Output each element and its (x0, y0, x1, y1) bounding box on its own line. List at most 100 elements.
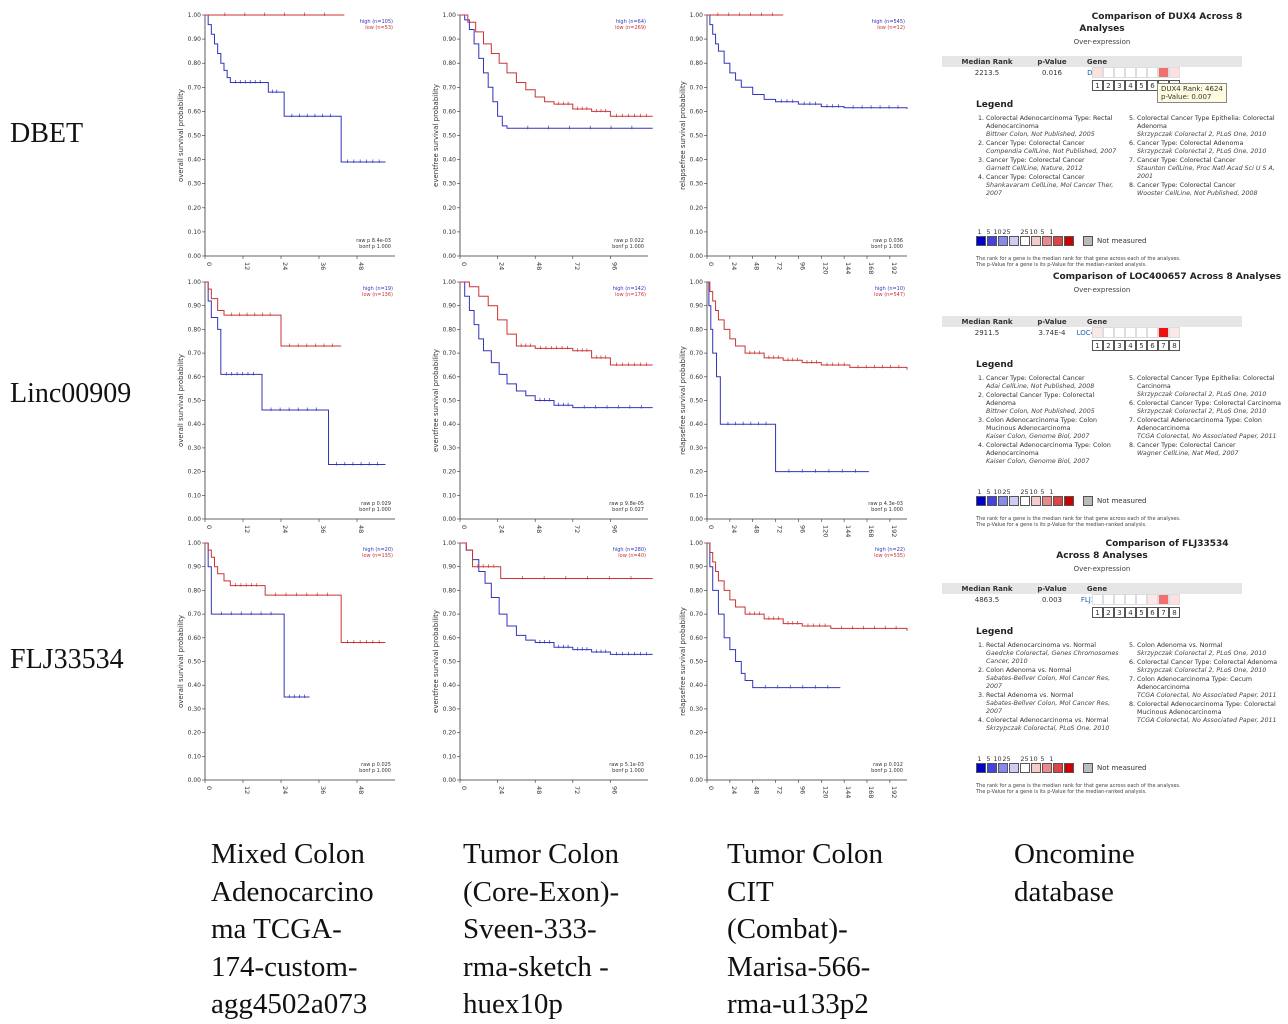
x-tick-label: 72 (573, 262, 581, 270)
scale-swatch (1009, 496, 1019, 506)
legend-item-type: Cancer Type: Colorectal Cancer (986, 174, 1085, 181)
header-gene: Gene (1086, 317, 1108, 326)
x-tick-label: 24 (281, 262, 289, 270)
x-tick-label: 144 (844, 262, 852, 274)
median-rank-value: 4863.5 (974, 596, 1000, 604)
y-tick-label: 0.10 (690, 753, 704, 760)
legend-item: Cancer Type: Colorectal CancerShankavara… (986, 174, 1126, 198)
y-tick-label: 0.40 (188, 421, 202, 428)
y-tick-label: 0.70 (690, 84, 704, 91)
scale-swatch (1020, 236, 1030, 246)
plot-area: 0.00 0.10 0.20 0.30 0.40 0.50 0.60 0.70 0.80 0.90… (177, 12, 395, 270)
x-tick-label: 12 (243, 525, 251, 533)
curve-high (205, 281, 386, 465)
x-tick-label: 96 (798, 262, 806, 270)
curve-low (707, 542, 908, 631)
curve-low (707, 281, 908, 370)
tooltip-rank: DUX4 Rank: 4624 (1161, 85, 1223, 93)
legend-item: Colon Adenocarcinoma Type: Cecum Adenoca… (1137, 676, 1285, 700)
plot-area: 0.00 0.10 0.20 0.30 0.40 0.50 0.60 0.70 0.80 0.90… (177, 279, 395, 533)
km-panel-p33: 0.00 0.10 0.20 0.30 0.40 0.50 0.60 0.70 0.80 0.90… (677, 535, 922, 807)
x-tick-label: 72 (573, 786, 581, 794)
y-tick-label: 0.70 (188, 84, 202, 91)
x-tick-label: 0 (460, 786, 468, 790)
legend-item-source: Compendia CellLine, Not Published, 2007 (986, 148, 1117, 155)
y-axis-label: overall survival probability (177, 89, 185, 182)
median-rank-value: 2911.5 (974, 329, 1000, 337)
legend-item-source: Skrzypczak Colorectal 2, PLoS One, 2010 (1137, 408, 1267, 415)
heat-cell (1092, 67, 1103, 78)
legend-item-type: Colorectal Cancer Type: Colorectal Adeno… (986, 392, 1095, 407)
legend-item: Colon Adenoma vs. NormalSabates-Bellver … (986, 667, 1126, 691)
x-tick-label: 12 (243, 262, 251, 270)
tooltip-pvalue: p-Value: 0.007 (1161, 93, 1212, 101)
legend-right-list: Colorectal Cancer Type Epithelia: Colore… (1127, 115, 1285, 199)
y-tick-label: 0.50 (188, 659, 202, 666)
curve-low (205, 542, 386, 644)
x-tick-label: 0 (205, 525, 213, 529)
y-tick-label: 0.90 (188, 303, 202, 310)
legend-right-ol: Colorectal Cancer Type Epithelia: Colore… (1127, 375, 1285, 458)
y-tick-label: 0.00 (188, 253, 202, 260)
y-tick-label: 0.10 (443, 229, 457, 236)
analysis-number: 3 (1114, 607, 1125, 618)
legend-item-type: Cancer Type: Colorectal Cancer (1137, 157, 1236, 164)
y-tick-label: 0.80 (443, 60, 457, 67)
legend-high: high (n=22) (875, 547, 905, 553)
heatmap-cells (1092, 594, 1180, 605)
y-tick-label: 0.40 (690, 682, 704, 689)
y-tick-label: 0.70 (443, 350, 457, 357)
oncomine-panel-1: Comparison of DUX4 Across 8 Analyses Over-… (942, 10, 1286, 272)
km-panel-p13: 0.00 0.10 0.20 0.30 0.40 0.50 0.60 0.70 0.80 0.90… (677, 7, 922, 283)
footnote-rank: The rank for a gene is the median rank f… (976, 256, 1181, 262)
km-svg: 0.00 0.10 0.20 0.30 0.40 0.50 0.60 0.70 0.80 0.90… (177, 279, 395, 533)
legend-item-type: Cancer Type: Colorectal Adenoma (1137, 140, 1244, 147)
legend-item-source: Wagner CellLine, Nat Med, 2007 (1137, 450, 1239, 457)
y-tick-label: 0.00 (690, 253, 704, 260)
y-tick-label: 0.50 (690, 398, 704, 405)
legend-item-type: Colon Adenoma vs. Normal (1137, 642, 1223, 649)
y-tick-label: 0.40 (443, 157, 457, 164)
y-tick-label: 0.50 (443, 398, 457, 405)
x-tick-label: 96 (798, 786, 806, 794)
table-header: Median Rank p-Value Gene (942, 56, 1242, 67)
km-svg: 0.00 0.10 0.20 0.30 0.40 0.50 0.60 0.70 0.80 0.90… (679, 279, 908, 537)
y-tick-label: 0.10 (188, 492, 202, 499)
x-tick-label: 120 (821, 262, 829, 274)
plot-area: 0.00 0.10 0.20 0.30 0.40 0.50 0.60 0.70 0.80 0.90… (432, 540, 653, 794)
scale-number: 10 (993, 755, 1002, 763)
legend-low: low (n=547) (874, 292, 905, 298)
km-svg: 0.00 0.10 0.20 0.30 0.40 0.50 0.60 0.70 0.80 0.90… (432, 279, 653, 533)
scale-number: 5 (986, 488, 991, 496)
y-axis-label: eventfree survival probability (432, 349, 440, 452)
legend-item-source: Skrzypczak Colorectal 2, PLoS One, 2010 (1137, 650, 1267, 657)
x-tick-label: 96 (610, 262, 618, 270)
legend-low: low (n=535) (874, 553, 905, 559)
not-measured-label: Not measured (1097, 497, 1147, 505)
table-header: Median Rank p-Value Gene (942, 583, 1242, 594)
y-tick-label: 0.10 (443, 753, 457, 760)
x-tick-label: 48 (753, 262, 761, 270)
heat-cell (1103, 67, 1114, 78)
legend-item: Colorectal Cancer Type: Colorectal Adeno… (1137, 659, 1285, 675)
legend-high: high (n=64) (616, 19, 646, 25)
y-tick-label: 0.10 (188, 753, 202, 760)
km-panel-p31: 0.00 0.10 0.20 0.30 0.40 0.50 0.60 0.70 0.80 0.90… (175, 535, 410, 807)
heat-cell (1136, 327, 1147, 338)
stat-bonf-p: bonf p 1.000 (871, 768, 903, 774)
plot-area: 0.00 0.10 0.20 0.30 0.40 0.50 0.60 0.70 0.80 0.90… (432, 12, 653, 270)
scale-number (1011, 755, 1020, 763)
legend-left-list: Rectal Adenocarcinoma vs. NormalGaedcke … (976, 642, 1126, 734)
y-tick-label: 0.20 (690, 469, 704, 476)
y-tick-label: 0.30 (188, 445, 202, 452)
legend-item: Colorectal Cancer Type Epithelia: Colore… (1137, 115, 1285, 139)
km-svg: 0.00 0.10 0.20 0.30 0.40 0.50 0.60 0.70 0.80 0.90… (177, 12, 395, 270)
x-tick-label: 48 (357, 525, 365, 533)
legend-item: Colorectal Adenocarcinoma Type: Colon Ad… (986, 442, 1126, 466)
color-scale-numbers: 1 5 10 25 25 10 5 1 (975, 488, 1056, 496)
y-tick-label: 0.20 (443, 205, 457, 212)
scale-number: 5 (1040, 228, 1045, 236)
legend-high: high (n=105) (360, 19, 393, 25)
